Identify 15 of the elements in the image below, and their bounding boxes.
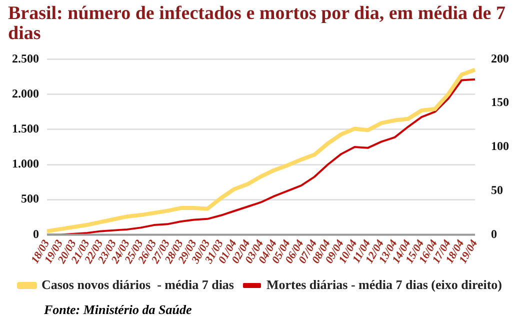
y-tick-label: 2.500 (12, 51, 39, 66)
y-tick-label: 1.500 (12, 121, 39, 136)
y2-tick-label: 150 (491, 95, 509, 110)
chart-title: Brasil: número de infectados e mortos por dia, em média de 7 dias (7, 2, 506, 44)
source-note: Fonte: Ministério da Saúde (43, 302, 193, 318)
legend-label: Casos novos diários - média 7 dias (41, 276, 234, 292)
y-tick-label: 1.000 (12, 156, 39, 171)
y2-tick-label: 50 (491, 182, 503, 197)
y-tick-label: 500 (21, 192, 39, 206)
y2-tick-label: 100 (491, 139, 509, 154)
y2-tick-label: 200 (491, 51, 509, 66)
y2-tick-label: 0 (491, 226, 497, 241)
y-tick-label: 2.000 (12, 86, 39, 100)
y-tick-label: 0 (33, 226, 39, 241)
legend-label: Mortes diárias - média 7 dias (eixo direito) (266, 276, 502, 292)
